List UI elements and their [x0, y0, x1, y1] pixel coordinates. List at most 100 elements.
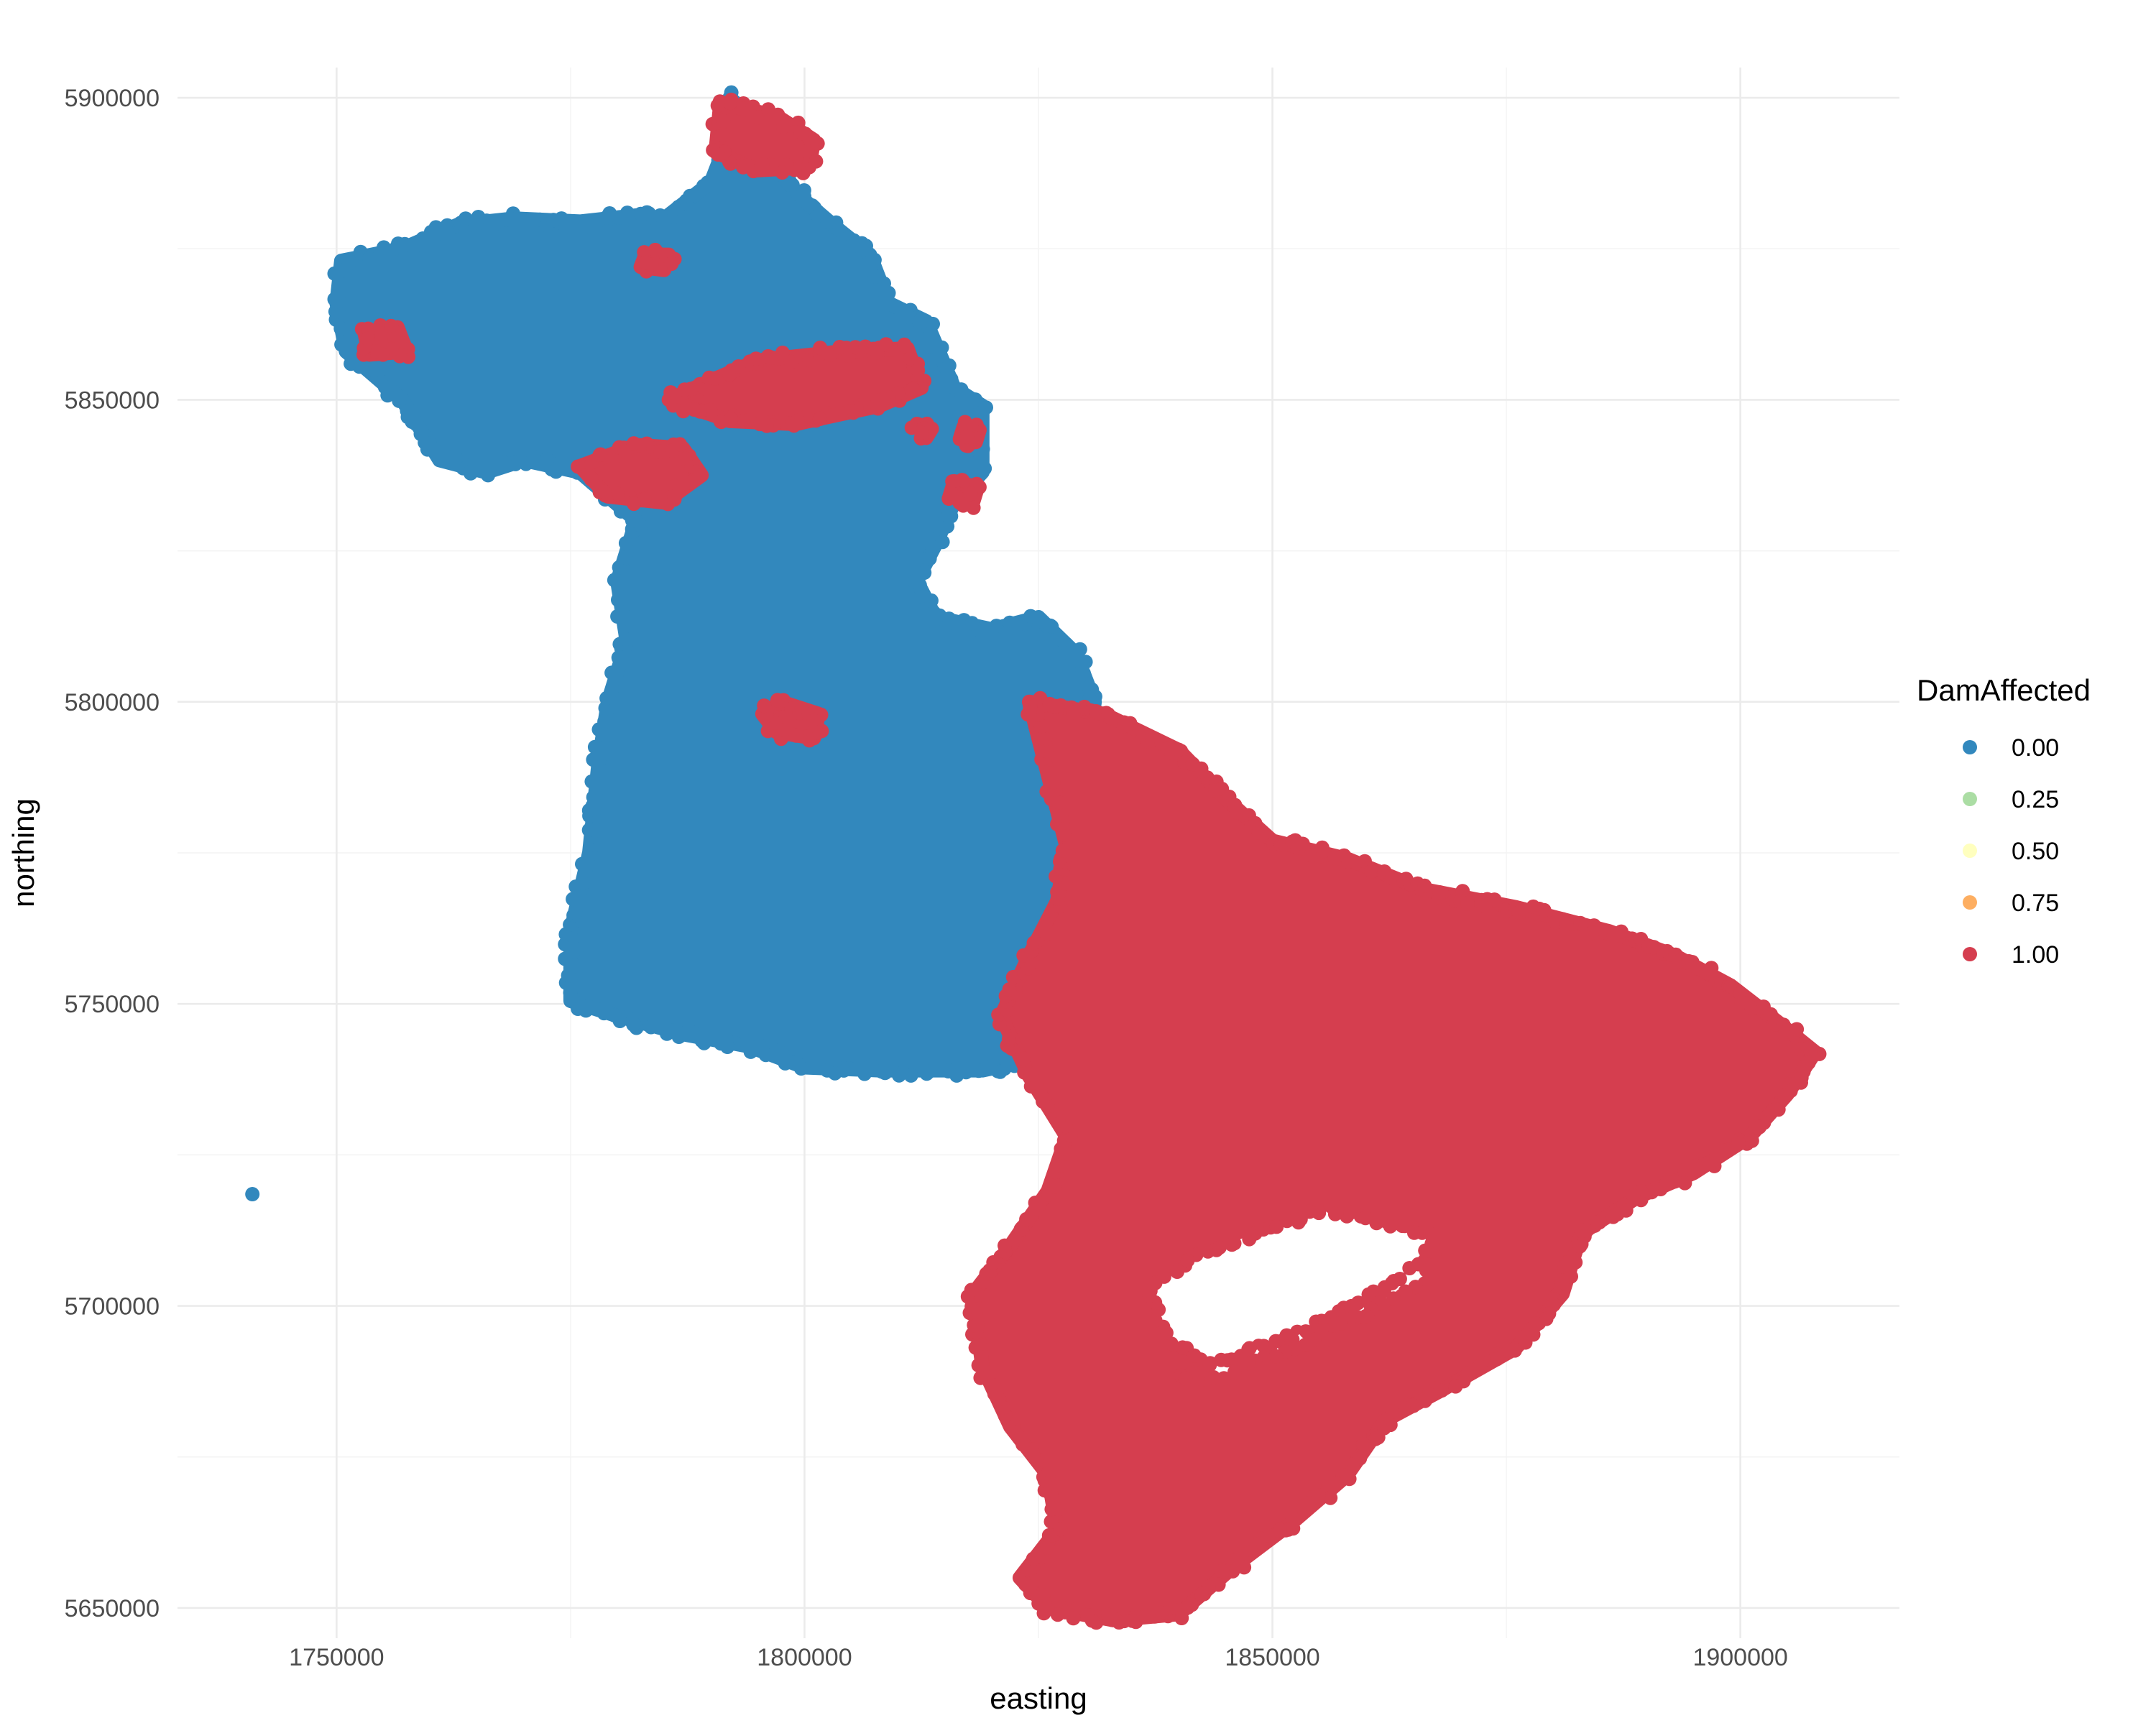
data-point — [1230, 805, 1245, 820]
data-point — [788, 728, 803, 743]
legend-label: 0.75 — [2012, 890, 2059, 917]
data-point — [906, 382, 921, 397]
data-point — [785, 177, 800, 193]
data-point — [1383, 1219, 1398, 1234]
data-point — [1279, 1214, 1294, 1229]
data-point — [1606, 1209, 1621, 1224]
x-tick-label: 1800000 — [757, 1644, 852, 1671]
data-point — [397, 236, 413, 251]
data-point — [870, 401, 885, 416]
data-point — [736, 160, 751, 175]
data-point — [808, 154, 824, 169]
legend-key — [1963, 844, 1977, 858]
legend-label: 0.25 — [2012, 786, 2059, 813]
data-point — [844, 404, 859, 419]
point-cloud-region — [965, 694, 1823, 1627]
data-point — [1190, 1371, 1205, 1386]
data-point — [958, 415, 972, 430]
data-point — [1368, 1431, 1383, 1446]
data-point — [1164, 1336, 1179, 1352]
data-point — [859, 239, 873, 254]
data-point — [1194, 1586, 1209, 1602]
data-point — [1031, 610, 1046, 625]
data-point — [596, 484, 612, 499]
data-point — [400, 403, 415, 418]
data-point — [1537, 902, 1552, 918]
data-point — [963, 486, 978, 502]
x-tick-label: 1900000 — [1692, 1644, 1787, 1671]
data-point — [458, 211, 473, 226]
data-point — [627, 1016, 641, 1031]
data-point — [1554, 1276, 1570, 1291]
data-point — [1501, 1344, 1516, 1359]
data-point — [1364, 864, 1379, 879]
data-point — [627, 496, 641, 512]
y-axis-title: northing — [6, 798, 40, 907]
data-point — [1731, 1136, 1746, 1151]
data-point — [710, 98, 725, 113]
legend-title: DamAffected — [1917, 673, 2091, 707]
data-point — [424, 235, 439, 250]
data-point — [1225, 1563, 1240, 1579]
data-point — [614, 605, 629, 619]
data-point — [911, 363, 926, 378]
data-point — [618, 535, 633, 550]
data-point — [1744, 1000, 1759, 1015]
data-point — [1237, 1560, 1252, 1575]
data-point — [708, 180, 723, 195]
data-point — [1037, 1483, 1052, 1498]
data-point — [599, 690, 614, 706]
data-point — [587, 739, 602, 754]
data-point — [1077, 666, 1092, 681]
data-point — [578, 219, 593, 234]
legend-key — [1963, 792, 1977, 806]
data-point — [1057, 827, 1072, 842]
data-point — [1217, 1371, 1231, 1386]
data-point — [367, 344, 382, 359]
data-point — [1803, 1045, 1818, 1060]
series-1 — [354, 93, 1827, 1630]
data-point — [913, 1061, 929, 1076]
data-point — [1040, 1540, 1055, 1555]
data-point — [653, 444, 668, 459]
data-point — [944, 486, 959, 501]
data-point — [568, 941, 584, 956]
data-point — [970, 1338, 985, 1353]
data-point — [820, 1063, 834, 1078]
data-point — [1777, 1088, 1792, 1103]
data-point — [245, 1187, 260, 1202]
data-point — [392, 393, 407, 408]
data-point — [1572, 1239, 1588, 1254]
data-point — [1002, 982, 1017, 997]
data-point — [1005, 969, 1021, 984]
axes: easting northing 1750000 1800000 1850000 19… — [6, 85, 1788, 1715]
data-point — [1061, 645, 1076, 660]
legend-key — [1963, 895, 1977, 910]
data-point — [664, 257, 679, 272]
data-point — [731, 359, 746, 374]
data-point — [932, 348, 946, 364]
data-point — [914, 425, 929, 440]
data-point — [945, 615, 960, 630]
data-point — [1487, 892, 1502, 907]
data-point — [1103, 710, 1118, 725]
data-point — [643, 1020, 658, 1035]
data-point — [922, 551, 937, 566]
data-point — [441, 225, 456, 240]
data-point — [1778, 1025, 1793, 1040]
data-point — [812, 412, 827, 426]
data-point — [1321, 1331, 1336, 1346]
data-point — [752, 417, 768, 432]
data-point — [1123, 716, 1138, 731]
data-point — [1051, 805, 1067, 821]
data-point — [987, 1378, 1002, 1393]
data-point — [1272, 1523, 1287, 1538]
data-point — [1180, 1253, 1195, 1268]
data-point — [897, 338, 912, 354]
data-point — [716, 114, 731, 129]
data-point — [626, 436, 641, 451]
data-point — [1171, 742, 1186, 757]
data-point — [1034, 730, 1049, 745]
data-point — [625, 513, 640, 528]
data-point — [1298, 1337, 1313, 1352]
